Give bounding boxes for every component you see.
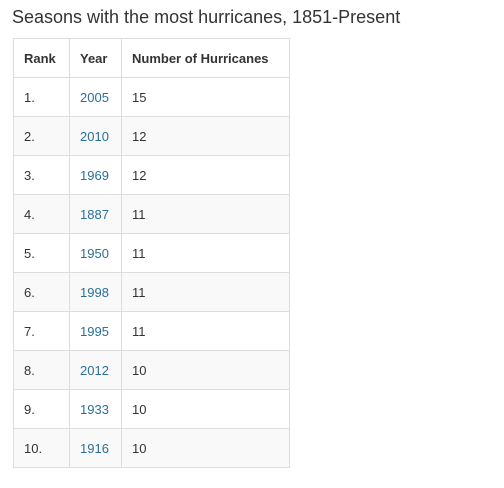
table-row: 10. 1916 10 <box>13 428 290 468</box>
table-header: Rank Year Number of Hurricanes <box>13 38 290 78</box>
table-row: 8. 2012 10 <box>13 350 290 390</box>
table-row: 6. 1998 11 <box>13 272 290 312</box>
count-cell: 10 <box>121 389 290 429</box>
rank-cell: 8. <box>13 350 70 390</box>
year-link[interactable]: 1969 <box>80 167 109 183</box>
year-link[interactable]: 1950 <box>80 245 109 261</box>
year-cell: 2010 <box>69 116 122 156</box>
count-cell: 11 <box>121 272 290 312</box>
year-link[interactable]: 2010 <box>80 128 109 144</box>
table-row: 3. 1969 12 <box>13 155 290 195</box>
table-row: 5. 1950 11 <box>13 233 290 273</box>
table-body: 1. 2005 15 2. 2010 12 3. 1969 12 4. 1887… <box>13 77 290 468</box>
header-rank: Rank <box>13 38 70 78</box>
table-row: 1. 2005 15 <box>13 77 290 117</box>
rank-cell: 9. <box>13 389 70 429</box>
rank-cell: 4. <box>13 194 70 234</box>
rank-cell: 1. <box>13 77 70 117</box>
table-row: 9. 1933 10 <box>13 389 290 429</box>
hurricanes-table: Rank Year Number of Hurricanes 1. 2005 1… <box>13 38 290 468</box>
count-cell: 11 <box>121 311 290 351</box>
table-row: 4. 1887 11 <box>13 194 290 234</box>
year-cell: 1950 <box>69 233 122 273</box>
year-link[interactable]: 1995 <box>80 323 109 339</box>
count-cell: 11 <box>121 194 290 234</box>
rank-cell: 7. <box>13 311 70 351</box>
page-title: Seasons with the most hurricanes, 1851-P… <box>12 7 401 27</box>
count-cell: 12 <box>121 155 290 195</box>
year-cell: 1887 <box>69 194 122 234</box>
count-cell: 11 <box>121 233 290 273</box>
header-number-of-hurricanes: Number of Hurricanes <box>121 38 290 78</box>
year-link[interactable]: 2005 <box>80 89 109 105</box>
table-row: 2. 2010 12 <box>13 116 290 156</box>
count-cell: 10 <box>121 428 290 468</box>
count-cell: 12 <box>121 116 290 156</box>
year-cell: 1916 <box>69 428 122 468</box>
year-cell: 1933 <box>69 389 122 429</box>
year-link[interactable]: 2012 <box>80 362 109 378</box>
rank-cell: 5. <box>13 233 70 273</box>
count-cell: 10 <box>121 350 290 390</box>
year-link[interactable]: 1998 <box>80 284 109 300</box>
rank-cell: 3. <box>13 155 70 195</box>
count-cell: 15 <box>121 77 290 117</box>
year-cell: 1995 <box>69 311 122 351</box>
year-cell: 1998 <box>69 272 122 312</box>
header-row: Rank Year Number of Hurricanes <box>13 38 290 78</box>
rank-cell: 6. <box>13 272 70 312</box>
year-link[interactable]: 1916 <box>80 440 109 456</box>
rank-cell: 10. <box>13 428 70 468</box>
year-link[interactable]: 1933 <box>80 401 109 417</box>
table-row: 7. 1995 11 <box>13 311 290 351</box>
year-cell: 2005 <box>69 77 122 117</box>
year-cell: 2012 <box>69 350 122 390</box>
year-link[interactable]: 1887 <box>80 206 109 222</box>
header-year: Year <box>69 38 122 78</box>
year-cell: 1969 <box>69 155 122 195</box>
rank-cell: 2. <box>13 116 70 156</box>
